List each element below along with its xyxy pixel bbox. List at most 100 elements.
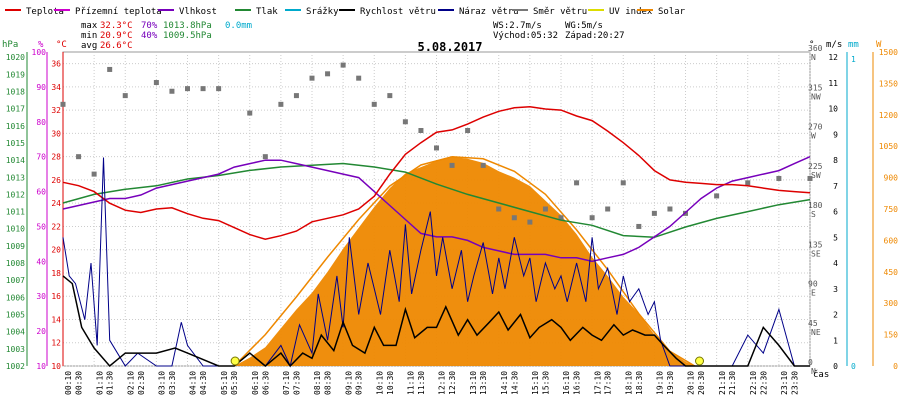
legend-label: Vlhkost [179, 7, 217, 17]
temp-tick-label: 12 [51, 339, 61, 348]
x-tick-label: 23:10 [780, 371, 789, 395]
wind-direction-mark [449, 162, 455, 168]
stat-max-press: 1013.8hPa [163, 21, 212, 31]
dir-tick-label: 0 [808, 358, 813, 367]
hpa-tick-label: 1009 [6, 242, 25, 251]
temp-tick-label: 24 [51, 199, 61, 208]
hpa-tick-label: 1020 [6, 53, 25, 62]
legend-label: Rychlost větru [360, 7, 436, 17]
wind-direction-mark [418, 128, 424, 133]
series-wind-gust [62, 157, 810, 368]
x-tick-label: 01:30 [106, 371, 115, 395]
x-tick-label: 10:30 [386, 371, 395, 395]
wind-direction-mark [76, 154, 82, 160]
x-tick-label: 11:10 [407, 371, 416, 395]
stat-min-press: 1009.5hPa [163, 31, 212, 41]
wind-direction-mark [574, 180, 580, 186]
pct-tick-label: 10 [36, 362, 46, 371]
legend-label: Tlak [256, 7, 278, 17]
temp-tick-label: 22 [51, 222, 61, 231]
wind-direction-mark [107, 66, 113, 72]
wind-direction-mark [371, 101, 377, 107]
x-tick-label: 08:10 [313, 371, 322, 395]
wind-direction-mark [651, 210, 657, 216]
x-tick-label: 21:10 [718, 371, 727, 395]
wind-direction-mark [200, 86, 206, 92]
x-tick-label: 22:30 [759, 371, 768, 395]
wind-direction-mark [91, 171, 97, 177]
solar-tick-label: 1050 [879, 142, 898, 151]
wind-tick-label: 6 [833, 208, 838, 217]
solar-tick-label: 0 [893, 362, 898, 371]
wind-direction-mark [185, 86, 190, 92]
hpa-tick-label: 1016 [6, 122, 25, 131]
x-tick-label: 11:30 [417, 371, 426, 395]
hpa-tick-label: 1010 [6, 225, 25, 234]
temp-tick-label: 30 [51, 129, 61, 138]
wind-tick-label: 4 [833, 259, 838, 268]
wind-direction-mark [605, 206, 611, 212]
wind-direction-mark [542, 206, 548, 212]
wind-direction-mark [589, 215, 595, 221]
pct-tick-label: 80 [36, 118, 46, 127]
dir-tick-dir: S [811, 210, 816, 219]
chart-legend: Teplota Přízemní teplota Vlhkost Tlak Srážky… [5, 7, 686, 17]
legend-item: Teplota [5, 7, 64, 17]
x-tick-label: 13:10 [469, 371, 478, 395]
legend-item: Srážky [285, 7, 339, 17]
solar-tick-label: 1500 [879, 48, 898, 57]
legend-label: Srážky [306, 7, 339, 17]
x-tick-label: 18:30 [635, 371, 644, 395]
x-tick-label: 05:30 [230, 371, 239, 395]
x-tick-label: 17:10 [593, 371, 602, 395]
stat-wg: WG:5m/s [565, 21, 603, 31]
wind-tick-label: 8 [833, 156, 838, 165]
x-tick-label: 12:30 [448, 371, 457, 395]
wind-unit: m/s [826, 40, 842, 50]
x-tick-label: 16:30 [573, 371, 582, 395]
wind-tick-label: 11 [828, 79, 838, 88]
wind-direction-mark [434, 145, 439, 151]
x-tick-label: 14:10 [500, 371, 509, 395]
wind-direction-mark [247, 110, 253, 116]
legend-item: Náraz větru [438, 7, 519, 17]
legend-item: Solar [637, 7, 686, 17]
sun-marker [695, 356, 705, 366]
solar-tick-label: 150 [884, 331, 899, 340]
temp-tick-label: 14 [51, 315, 61, 324]
stat-avg-label: avg [81, 41, 97, 51]
wind-direction-mark [667, 206, 673, 212]
x-axis-label: čas [813, 369, 829, 380]
wind-direction-mark [511, 215, 517, 221]
hpa-tick-label: 1002 [6, 362, 25, 371]
dir-tick-label: 270 [808, 123, 823, 132]
solar-tick-label: 900 [884, 174, 899, 183]
hpa-tick-label: 1008 [6, 259, 25, 268]
series-solar-clearsky [233, 155, 696, 367]
rain-tick-label: 0 [851, 362, 856, 371]
dir-tick-label: 180 [808, 201, 823, 210]
wind-direction-mark [496, 206, 502, 212]
pct-tick-label: 50 [36, 222, 46, 231]
wind-direction-mark [122, 93, 128, 99]
solar-unit: W [876, 40, 882, 50]
temp-tick-label: 18 [51, 269, 61, 278]
stat-min-temp: 20.9°C [100, 31, 133, 41]
solar-tick-label: 600 [884, 236, 899, 245]
dir-tick-label: 90 [808, 280, 818, 289]
solar-tick-label: 300 [884, 299, 899, 308]
wind-direction-mark [558, 215, 564, 221]
temp-tick-label: 36 [51, 60, 61, 69]
temp-tick-label: 28 [51, 153, 61, 162]
wind-direction-mark [745, 180, 751, 186]
wind-direction-mark [262, 154, 268, 160]
dir-tick-dir: W [811, 132, 816, 141]
legend-label: Solar [658, 7, 686, 17]
hpa-tick-label: 1007 [6, 276, 25, 285]
temp-tick-label: 20 [51, 246, 61, 255]
stat-max-temp: 32.3°C [100, 21, 133, 31]
hpa-tick-label: 1003 [6, 345, 25, 354]
series-wind-speed [62, 275, 810, 368]
rain-tick-label: 1 [851, 55, 856, 64]
